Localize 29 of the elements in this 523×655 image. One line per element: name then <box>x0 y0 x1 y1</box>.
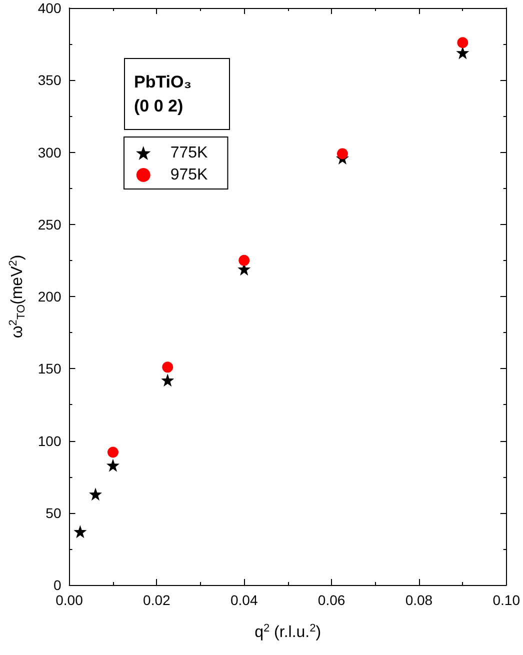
point <box>238 254 250 266</box>
point <box>106 458 120 472</box>
y-tick-label: 400 <box>38 0 62 16</box>
y-tick-label: 50 <box>46 504 62 521</box>
point <box>88 488 102 501</box>
x-tick-label: 0.06 <box>318 592 346 608</box>
point <box>336 148 348 160</box>
x-tick-label: 0.04 <box>230 592 258 608</box>
point <box>456 46 470 60</box>
x-tick-label: 0.02 <box>143 592 171 608</box>
y-axis-title: ω2TO(meV2) <box>8 254 28 338</box>
point <box>162 362 174 373</box>
legend-label: 975K <box>170 166 208 184</box>
x-tick-label: 0.08 <box>405 592 433 608</box>
y-tick-label: 100 <box>38 432 62 449</box>
point <box>457 37 468 48</box>
text: PbTiO₃ (0 0 2) <box>134 72 196 116</box>
y-tick-label: 0 <box>53 577 62 593</box>
y-tick-label: 300 <box>38 144 62 160</box>
y-tick-label: 150 <box>38 360 62 377</box>
x-tick-label: 0.00 <box>56 592 84 608</box>
y-tick-label: 200 <box>38 288 62 304</box>
y-tick-label: 250 <box>38 216 62 232</box>
point <box>74 525 87 538</box>
y-tick-label: 350 <box>38 72 62 88</box>
legend-label: 775K <box>170 144 208 162</box>
point <box>161 374 174 387</box>
point <box>107 446 118 458</box>
x-tick-label: 0.10 <box>492 592 520 608</box>
